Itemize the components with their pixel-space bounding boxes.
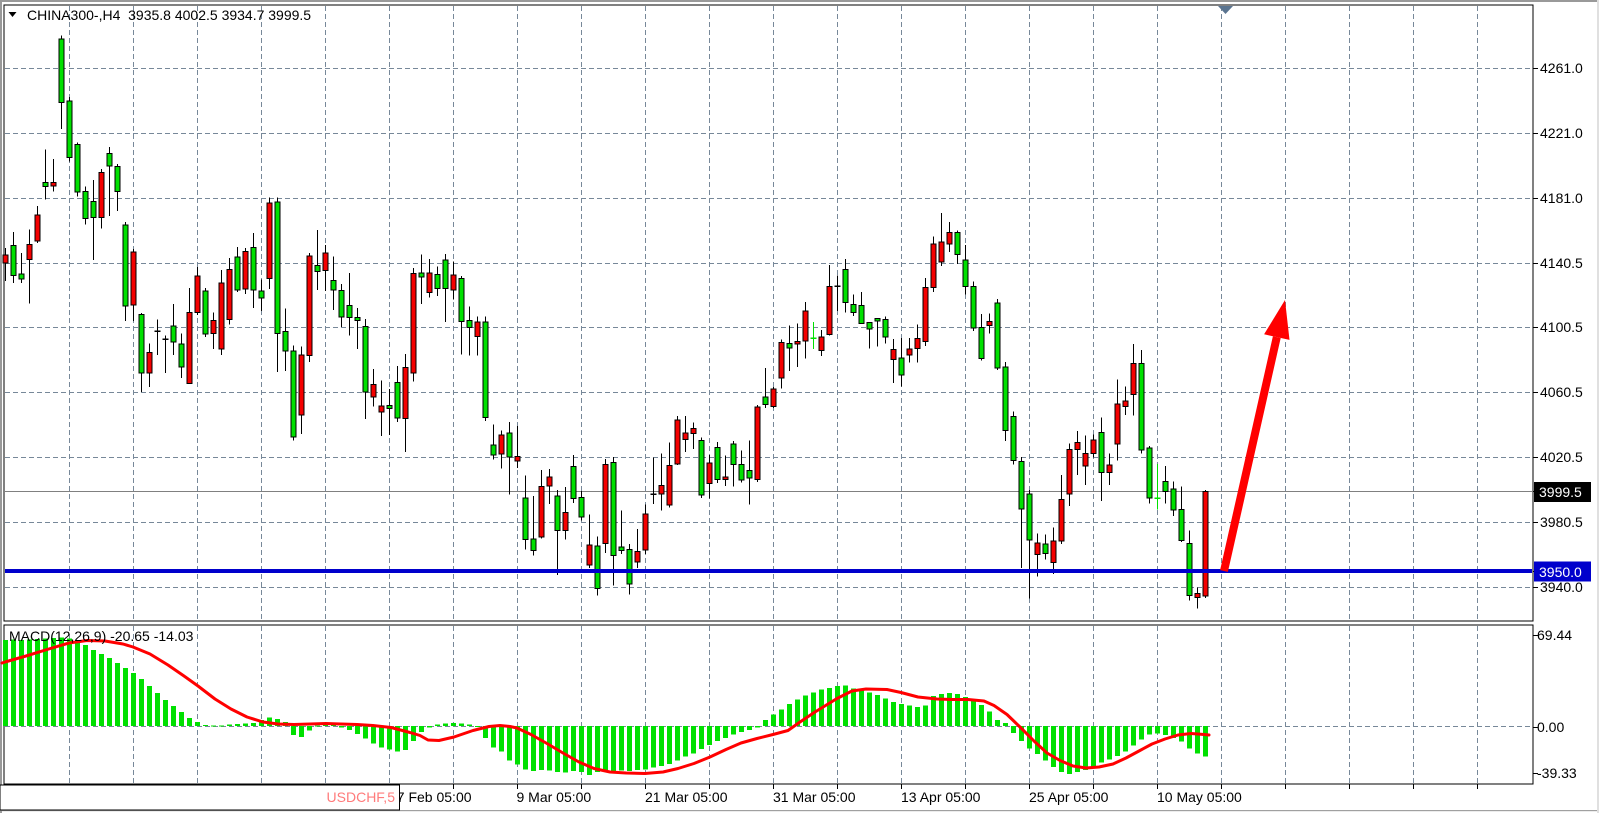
svg-text:3950.0: 3950.0 xyxy=(1539,564,1582,580)
svg-text:9 Mar 05:00: 9 Mar 05:00 xyxy=(517,789,592,805)
svg-text:0.00: 0.00 xyxy=(1537,719,1564,735)
svg-text:MACD(12,26,9) -20.65 -14.03: MACD(12,26,9) -20.65 -14.03 xyxy=(9,628,194,644)
svg-text:3980.5: 3980.5 xyxy=(1540,514,1583,530)
svg-text:69.44: 69.44 xyxy=(1537,627,1572,643)
svg-text:21 Mar 05:00: 21 Mar 05:00 xyxy=(645,789,728,805)
svg-text:31 Mar 05:00: 31 Mar 05:00 xyxy=(773,789,856,805)
svg-text:3999.5: 3999.5 xyxy=(1539,484,1582,500)
svg-text:-39.33: -39.33 xyxy=(1537,765,1577,781)
svg-text:4181.0: 4181.0 xyxy=(1540,190,1583,206)
svg-text:4020.5: 4020.5 xyxy=(1540,449,1583,465)
svg-text:USDCHF,5: USDCHF,5 xyxy=(327,789,396,805)
svg-text:CHINA300-,H4 3935.8 4002.5 39: CHINA300-,H4 3935.8 4002.5 3934.7 3999.5 xyxy=(27,7,311,23)
svg-text:27 Feb 05:00: 27 Feb 05:00 xyxy=(389,789,472,805)
svg-text:4261.0: 4261.0 xyxy=(1540,60,1583,76)
svg-text:4100.5: 4100.5 xyxy=(1540,319,1583,335)
svg-text:4221.0: 4221.0 xyxy=(1540,125,1583,141)
svg-text:4140.5: 4140.5 xyxy=(1540,255,1583,271)
svg-text:3940.0: 3940.0 xyxy=(1540,579,1583,595)
svg-text:25 Apr 05:00: 25 Apr 05:00 xyxy=(1029,789,1109,805)
svg-text:4060.5: 4060.5 xyxy=(1540,384,1583,400)
svg-text:13 Apr 05:00: 13 Apr 05:00 xyxy=(901,789,981,805)
svg-text:10 May 05:00: 10 May 05:00 xyxy=(1157,789,1242,805)
